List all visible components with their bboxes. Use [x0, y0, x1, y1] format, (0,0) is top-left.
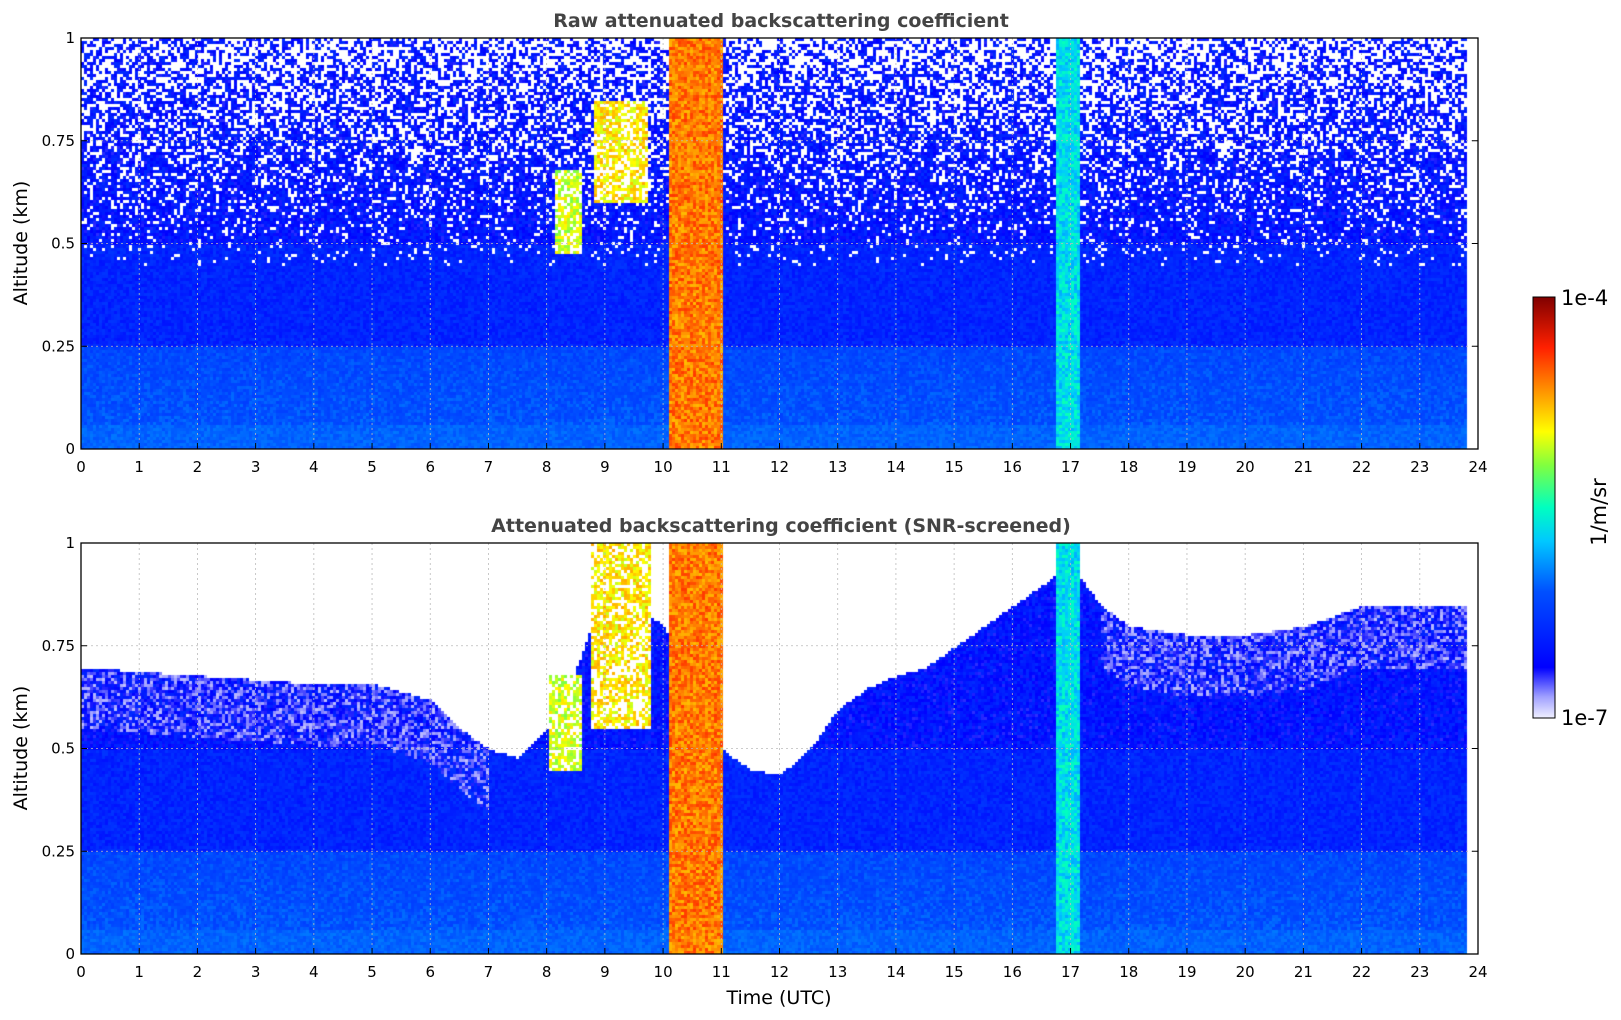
x-tick-label: 9 — [600, 963, 610, 981]
x-tick-label: 17 — [1061, 458, 1080, 476]
y-tick-label: 0.5 — [51, 235, 75, 253]
x-tick-label: 10 — [654, 458, 673, 476]
y-tick-label: 1 — [65, 534, 75, 552]
x-tick-label: 5 — [367, 458, 377, 476]
panel-title-raw: Raw attenuated backscattering coefficien… — [553, 10, 1009, 32]
x-tick-label: 5 — [367, 963, 377, 981]
y-ticks-screened: 0 0.25 0.5 0.75 1 — [42, 534, 1478, 963]
x-tick-label: 1 — [134, 963, 144, 981]
panel-screened: Attenuated backscattering coefficient (S… — [10, 515, 1488, 1009]
x-tick-label: 12 — [770, 458, 789, 476]
x-tick-label: 4 — [309, 458, 319, 476]
y-tick-label: 0.75 — [42, 637, 75, 655]
panel-raw: Raw attenuated backscattering coefficien… — [10, 10, 1488, 476]
y-tick-label: 0 — [65, 440, 75, 458]
x-tick-label: 22 — [1352, 458, 1371, 476]
x-ticks-raw: 0 1 2 3 4 5 6 7 8 9 10 11 12 13 14 15 16 17 18 19 20 21 22 23 24 — [76, 443, 1488, 476]
x-tick-label: 8 — [542, 458, 552, 476]
y-tick-label: 1 — [65, 29, 75, 47]
x-tick-label: 13 — [828, 963, 847, 981]
x-tick-label: 0 — [76, 458, 86, 476]
x-tick-label: 11 — [712, 458, 731, 476]
grid-raw — [81, 38, 1478, 449]
x-tick-label: 10 — [654, 963, 673, 981]
x-tick-label: 21 — [1294, 458, 1313, 476]
x-tick-label: 15 — [945, 963, 964, 981]
y-tick-label: 0.25 — [42, 842, 75, 860]
x-tick-label: 16 — [1003, 458, 1022, 476]
x-tick-label: 1 — [134, 458, 144, 476]
x-tick-label: 14 — [886, 458, 905, 476]
x-tick-label: 20 — [1236, 963, 1255, 981]
x-tick-label: 4 — [309, 963, 319, 981]
x-tick-label: 24 — [1468, 458, 1487, 476]
x-tick-label: 3 — [251, 458, 261, 476]
y-tick-label: 0.5 — [51, 740, 75, 758]
x-tick-label: 0 — [76, 963, 86, 981]
x-tick-label: 13 — [828, 458, 847, 476]
colorbar-gradient — [1532, 296, 1556, 719]
x-tick-label: 8 — [542, 963, 552, 981]
colorbar-max-label: 1e-4 — [1561, 286, 1608, 310]
x-tick-label: 6 — [425, 458, 435, 476]
colorbar-min-label: 1e-7 — [1561, 706, 1608, 730]
x-axis-label: Time (UTC) — [725, 987, 831, 1009]
x-tick-label: 9 — [600, 458, 610, 476]
y-axis-label-screened: Altitude (km) — [10, 686, 32, 811]
x-tick-label: 12 — [770, 963, 789, 981]
x-tick-label: 2 — [193, 963, 203, 981]
x-tick-label: 23 — [1410, 963, 1429, 981]
x-tick-label: 14 — [886, 963, 905, 981]
y-tick-label: 0 — [65, 945, 75, 963]
x-tick-label: 21 — [1294, 963, 1313, 981]
x-tick-label: 15 — [945, 458, 964, 476]
colorbar-unit-label: 1/m/sr — [1587, 478, 1611, 546]
x-tick-label: 24 — [1468, 963, 1487, 981]
colorbar: 1e-4 1e-7 1/m/sr — [1532, 286, 1611, 730]
x-tick-label: 18 — [1119, 963, 1138, 981]
x-tick-label: 23 — [1410, 458, 1429, 476]
y-ticks-raw: 0 0.25 0.5 0.75 1 — [42, 29, 1478, 458]
x-tick-label: 22 — [1352, 963, 1371, 981]
y-axis-label-raw: Altitude (km) — [10, 181, 32, 306]
x-tick-label: 2 — [193, 458, 203, 476]
x-tick-label: 3 — [251, 963, 261, 981]
x-tick-label: 7 — [484, 458, 494, 476]
grid-screened — [81, 543, 1478, 954]
y-tick-label: 0.75 — [42, 132, 75, 150]
x-tick-label: 11 — [712, 963, 731, 981]
x-tick-label: 19 — [1177, 963, 1196, 981]
y-tick-label: 0.25 — [42, 337, 75, 355]
x-tick-label: 7 — [484, 963, 494, 981]
x-tick-label: 6 — [425, 963, 435, 981]
x-tick-label: 16 — [1003, 963, 1022, 981]
x-tick-label: 19 — [1177, 458, 1196, 476]
x-tick-label: 20 — [1236, 458, 1255, 476]
x-tick-label: 18 — [1119, 458, 1138, 476]
panel-title-screened: Attenuated backscattering coefficient (S… — [491, 515, 1071, 537]
x-tick-label: 17 — [1061, 963, 1080, 981]
x-ticks-screened: 0 1 2 3 4 5 6 7 8 9 10 11 12 13 14 15 16 17 18 19 20 21 22 23 24 — [76, 948, 1488, 981]
